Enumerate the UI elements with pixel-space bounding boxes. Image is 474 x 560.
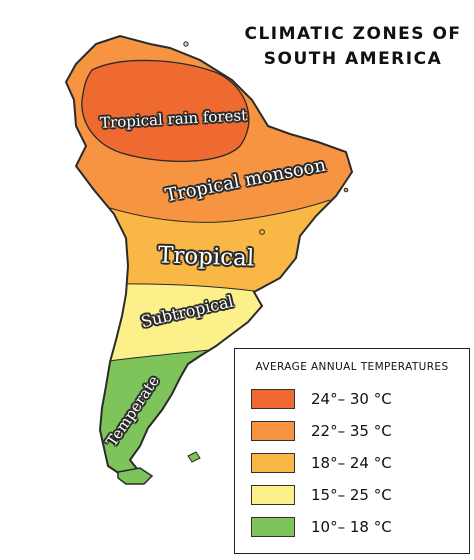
legend-range-1: 24°– 30 °C: [311, 390, 392, 408]
legend-range-5: 10°– 18 °C: [311, 518, 392, 536]
tierra-del-fuego: [117, 467, 154, 485]
legend-swatch-4: [251, 485, 295, 505]
legend-swatch-3: [251, 453, 295, 473]
legend-row-1: 24°– 30 °C: [251, 389, 461, 411]
legend-range-4: 15°– 25 °C: [311, 486, 392, 504]
zone-boundary-monsoon: [109, 199, 331, 223]
zone-boundary-rainforest: [81, 59, 250, 162]
zone-tropical-rain-forest-area: [81, 60, 249, 162]
legend-row-3: 18°– 24 °C: [251, 453, 461, 475]
map-title: CLIMATIC ZONES OF SOUTH AMERICA: [238, 22, 468, 72]
atlantic-island: [259, 229, 265, 235]
legend-row-4: 15°– 25 °C: [251, 485, 461, 507]
legend: AVERAGE ANNUAL TEMPERATURES 24°– 30 °C 2…: [234, 348, 470, 554]
coastal-island: [343, 187, 349, 193]
label-tropical: Tropical: [157, 242, 255, 272]
caribbean-island: [183, 41, 189, 47]
legend-swatch-5: [251, 517, 295, 537]
legend-row-5: 10°– 18 °C: [251, 517, 461, 539]
legend-title: AVERAGE ANNUAL TEMPERATURES: [255, 361, 449, 373]
legend-range-2: 22°– 35 °C: [311, 422, 392, 440]
falkland-islands: [187, 451, 201, 463]
legend-range-3: 18°– 24 °C: [311, 454, 392, 472]
legend-row-2: 22°– 35 °C: [251, 421, 461, 443]
map-title-line-1: CLIMATIC ZONES OF: [244, 24, 462, 44]
legend-swatch-1: [251, 389, 295, 409]
map-title-line-2: SOUTH AMERICA: [263, 49, 443, 69]
legend-swatch-2: [251, 421, 295, 441]
